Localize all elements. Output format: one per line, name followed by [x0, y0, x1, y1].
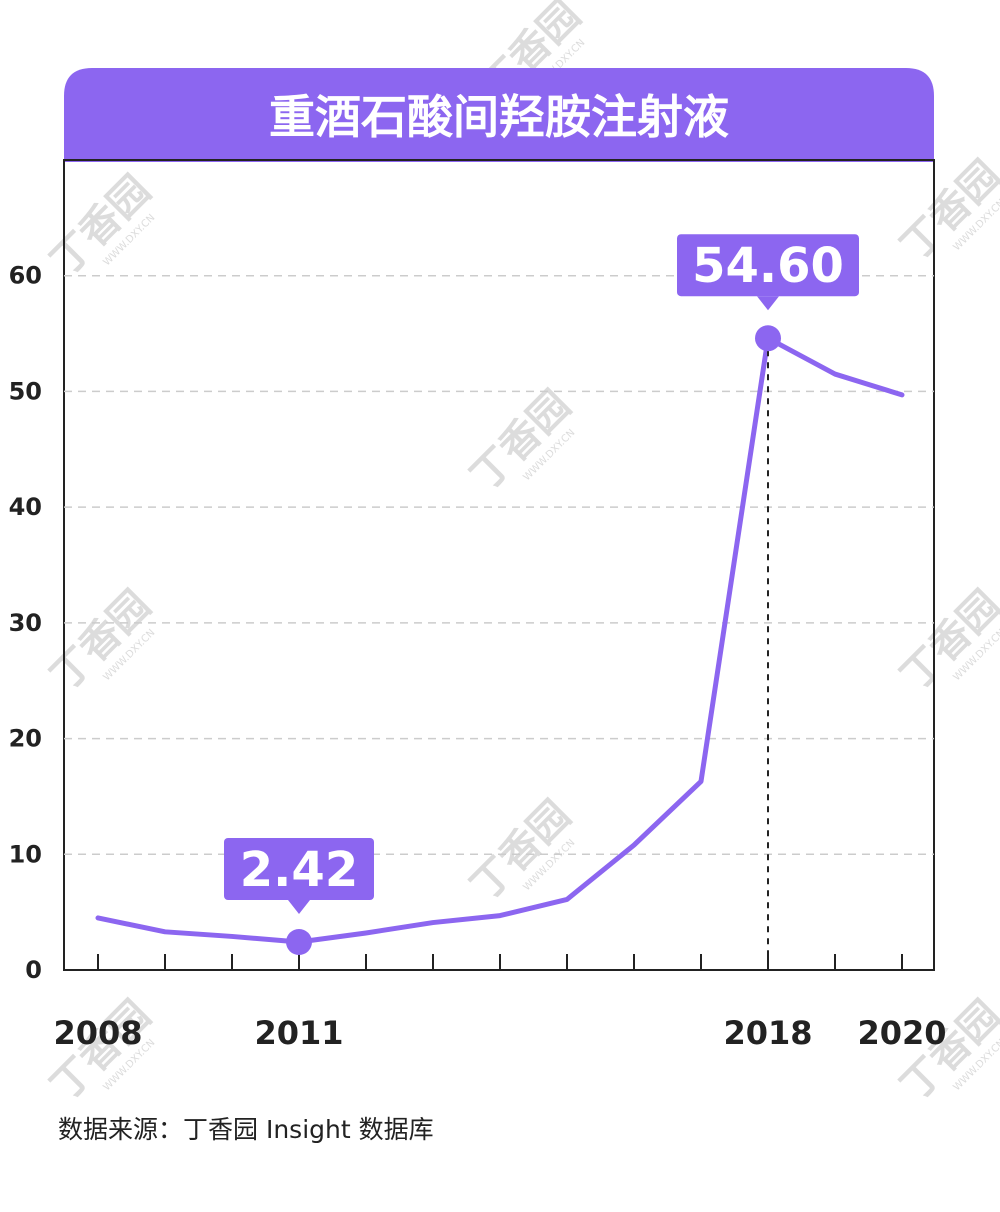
title-banner — [64, 68, 934, 162]
callout-box — [224, 837, 374, 900]
watermark-text: 丁香园 — [892, 152, 1000, 269]
highlight-point — [755, 325, 781, 352]
watermark-layer: 丁香园WWW.DXY.CN丁香园WWW.DXY.CN丁香园WWW.DXY.CN丁… — [42, 0, 1000, 1109]
x-tick-label: 2020 — [857, 1014, 946, 1052]
callouts: 2.42 54.60 — [224, 234, 859, 970]
x-tick-label: 2018 — [723, 1014, 812, 1052]
grid — [64, 274, 934, 856]
highlight-point — [286, 928, 312, 955]
y-tick-label: 20 — [9, 725, 42, 753]
callout-label: 54.60 — [692, 238, 844, 294]
y-tick-label: 60 — [9, 262, 42, 290]
callout-pointer — [288, 899, 310, 914]
x-tick-label: 2008 — [53, 1014, 142, 1052]
x-axis: 2008 2011 2018 2020 — [53, 954, 947, 1052]
x-tick-label: 2011 — [254, 1014, 343, 1052]
y-tick-label: 30 — [9, 609, 42, 637]
source-note: 数据来源：丁香园 Insight 数据库 — [58, 1115, 434, 1144]
y-tick-label: 40 — [9, 493, 42, 521]
callout-label: 2.42 — [240, 842, 358, 898]
watermark-text: 丁香园 — [892, 582, 1000, 699]
y-tick-label: 10 — [9, 840, 42, 868]
y-tick-label: 50 — [9, 377, 42, 405]
callout-pointer — [757, 296, 779, 311]
callout-box — [677, 234, 859, 297]
y-tick-label: 0 — [25, 956, 42, 984]
chart-title: 重酒石酸间羟胺注射液 — [269, 90, 729, 144]
y-axis: 0 10 20 30 40 50 60 — [9, 262, 42, 984]
